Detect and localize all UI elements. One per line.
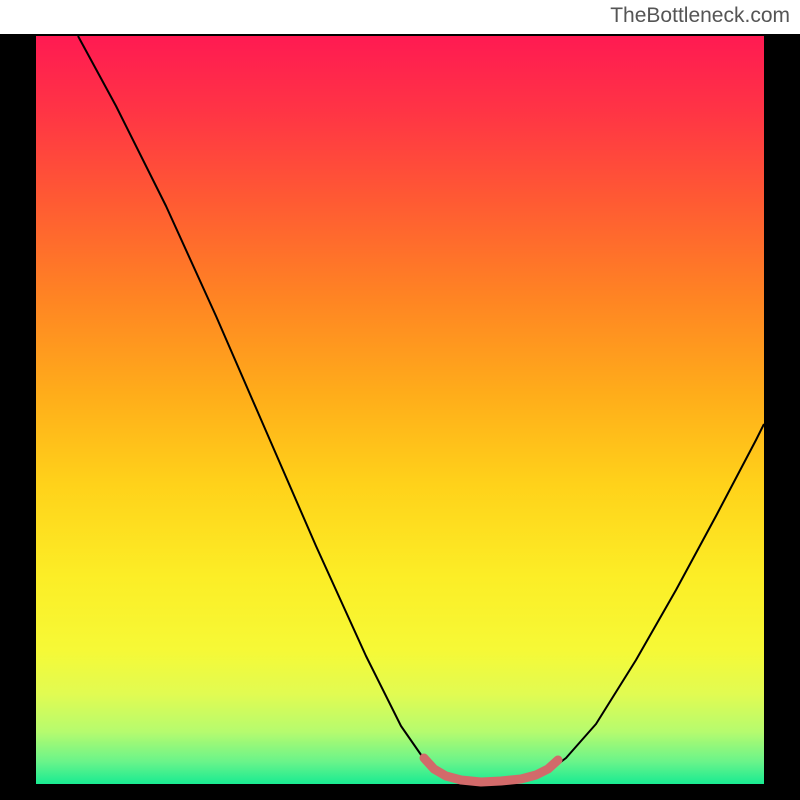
bottleneck-chart bbox=[0, 0, 800, 800]
plot-background bbox=[36, 36, 764, 784]
frame-right bbox=[764, 34, 800, 800]
frame-left bbox=[0, 34, 36, 800]
frame-bottom bbox=[0, 784, 800, 800]
watermark-text: TheBottleneck.com bbox=[610, 4, 790, 28]
frame-top bbox=[0, 34, 800, 36]
